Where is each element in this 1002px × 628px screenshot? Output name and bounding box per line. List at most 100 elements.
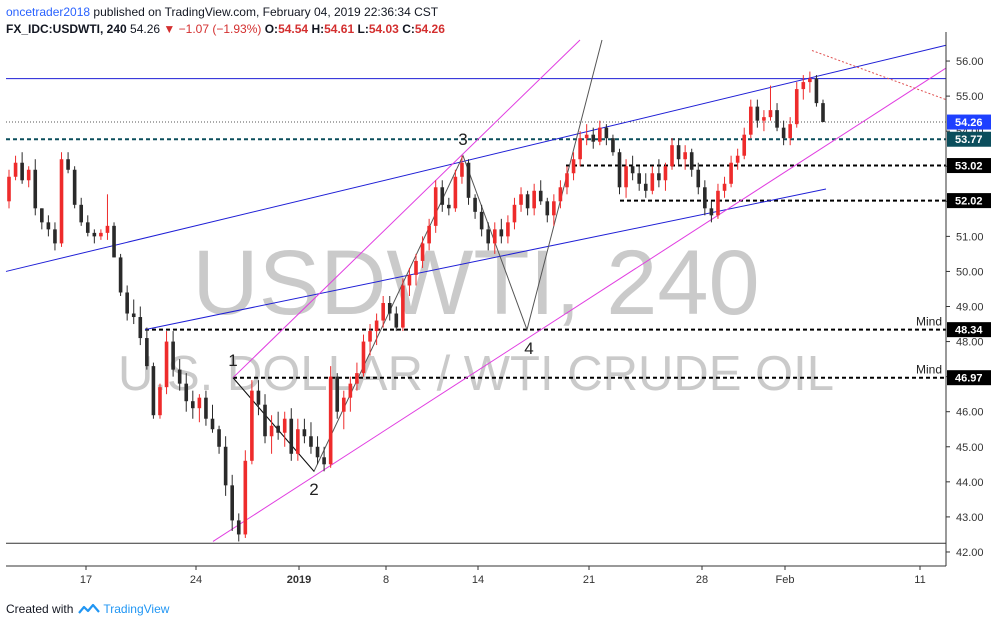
candle-body <box>775 110 779 128</box>
down-arrow-icon: ▼ <box>163 22 176 36</box>
x-tick-label: 8 <box>383 574 389 586</box>
x-tick-label: 11 <box>914 574 925 586</box>
footer: Created with TradingView <box>6 602 169 616</box>
candle-body <box>92 232 97 237</box>
candle-body <box>46 222 51 230</box>
level-lines <box>6 78 946 544</box>
price-tag-label: 54.26 <box>955 117 983 129</box>
candle-body <box>519 194 523 205</box>
candle-body <box>282 418 287 433</box>
candle-body <box>381 303 385 321</box>
candle-body <box>538 190 543 202</box>
candle-body <box>236 520 241 535</box>
candle-body <box>99 232 103 237</box>
candles <box>7 71 825 542</box>
candle-body <box>223 446 228 486</box>
candle-body <box>112 225 116 258</box>
candle-body <box>748 106 753 135</box>
candle-body <box>729 162 733 184</box>
watermark: USDWTI, 240 U.S. DOLLAR / WTI CRUDE OIL <box>118 232 834 401</box>
candle-body <box>269 425 274 437</box>
x-tick-label: 14 <box>472 574 484 586</box>
drawings: 1 2 3 4 <box>5 39 947 542</box>
candle-body <box>355 373 359 384</box>
candle-body <box>722 183 727 191</box>
candle-body <box>617 152 622 188</box>
candle-body <box>184 383 189 402</box>
x-tick-label: Feb <box>776 574 795 586</box>
candle-body <box>151 366 156 416</box>
candle-body <box>250 390 254 461</box>
candle-body <box>394 313 399 328</box>
open-label: O: <box>264 22 279 36</box>
candle-body <box>689 152 694 170</box>
y-tick-label: 42.00 <box>956 547 984 559</box>
candle-body <box>302 429 307 437</box>
y-tick-label: 43.00 <box>956 512 984 524</box>
upper-blue-trendline <box>5 44 947 272</box>
change-text: −1.07 (−1.93%) <box>178 22 262 36</box>
candle-body <box>433 187 438 226</box>
candle-body <box>558 187 563 202</box>
wave-label: 1 <box>228 351 237 370</box>
candle-body <box>670 145 674 167</box>
candle-body <box>72 169 77 205</box>
y-tick-label: 49.00 <box>956 302 984 314</box>
symbol-line: FX_IDC:USDWTI, 240 54.26 ▼ −1.07 (−1.93%… <box>6 22 445 36</box>
candle-body <box>637 173 641 184</box>
candle-body <box>663 166 668 181</box>
x-tick-label: 24 <box>190 574 202 586</box>
candle-body <box>20 162 24 181</box>
publish-info: published on TradingView.com, February 0… <box>93 5 439 19</box>
candle-body <box>492 229 497 244</box>
price-tag-box <box>947 322 991 338</box>
candle-body <box>276 425 280 433</box>
wave-label: 3 <box>458 130 467 149</box>
candle-body <box>210 418 215 430</box>
wave-label: 4 <box>524 339 533 358</box>
candle-body <box>177 369 182 384</box>
candle-body <box>145 338 149 367</box>
x-tick-label: 21 <box>583 574 595 586</box>
candle-body <box>125 292 129 314</box>
candle-body <box>506 222 510 237</box>
price-tag-box <box>947 114 991 130</box>
candle-body <box>808 78 812 83</box>
price-tag-box <box>947 131 991 147</box>
candle-body <box>466 162 471 198</box>
candle-body <box>243 460 248 535</box>
candle-body <box>696 169 701 188</box>
y-tick-label: 50.00 <box>956 266 984 278</box>
candle-body <box>762 117 766 121</box>
candle-body <box>755 106 760 121</box>
low-value: 54.03 <box>368 22 399 36</box>
red-dotted-line <box>811 50 947 101</box>
candle-body <box>230 485 234 521</box>
candle-body <box>611 138 615 153</box>
candle-body <box>322 457 326 465</box>
candle-body <box>289 418 294 454</box>
price-tag-box <box>947 370 991 386</box>
candle-body <box>525 194 530 209</box>
candle-body <box>571 159 576 174</box>
candle-body <box>59 159 64 244</box>
author-link[interactable]: oncetrader2018 <box>6 5 91 19</box>
upper-magenta-channel <box>232 39 581 379</box>
tradingview-logo-icon <box>78 603 101 614</box>
candle-body <box>33 169 38 209</box>
candle-body <box>781 127 786 139</box>
price-tag-label: 46.97 <box>955 373 983 385</box>
x-tick-label: 17 <box>80 574 92 586</box>
tradingview-brand[interactable]: TradingView <box>103 602 170 616</box>
candle-body <box>263 404 267 437</box>
high-label: H: <box>311 22 325 36</box>
candle-body <box>309 436 313 447</box>
candle-body <box>79 204 84 223</box>
candle-body <box>414 260 418 275</box>
close-label: C: <box>402 22 415 36</box>
candle-body <box>591 134 596 142</box>
candle-body <box>66 159 70 170</box>
candle-body <box>368 331 372 342</box>
watermark-symbol: USDWTI, 240 <box>192 232 759 334</box>
